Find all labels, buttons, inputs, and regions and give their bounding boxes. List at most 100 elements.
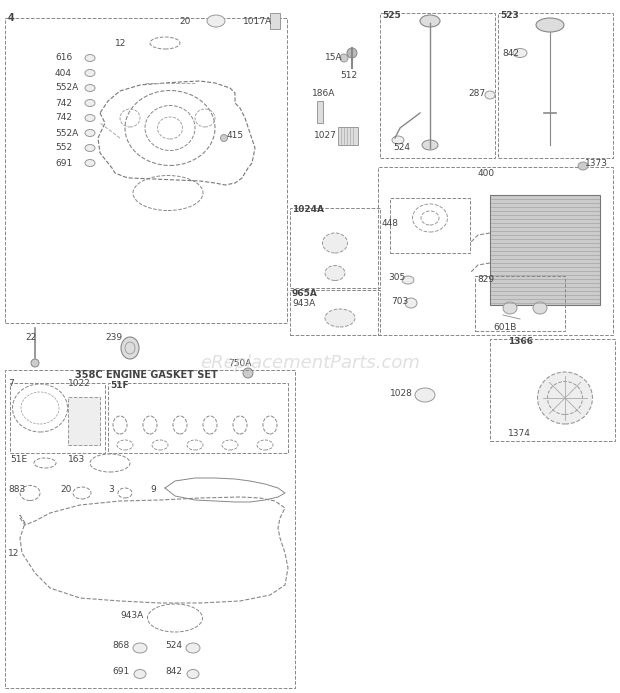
Ellipse shape	[533, 302, 547, 314]
Text: 523: 523	[500, 12, 519, 21]
Bar	[317, 101, 323, 123]
Ellipse shape	[538, 372, 593, 424]
Ellipse shape	[133, 643, 147, 653]
Text: 1027: 1027	[314, 132, 337, 141]
Text: 943A: 943A	[120, 611, 143, 620]
Text: 305: 305	[388, 274, 405, 283]
Text: 51F: 51F	[110, 382, 128, 390]
Ellipse shape	[503, 302, 517, 314]
Bar	[390, 198, 470, 253]
Text: 7: 7	[8, 378, 14, 387]
Bar	[498, 13, 613, 158]
Text: 415: 415	[227, 130, 244, 139]
Ellipse shape	[207, 15, 225, 27]
Circle shape	[347, 48, 357, 58]
Text: 868: 868	[112, 640, 129, 649]
Text: 1366: 1366	[508, 337, 533, 346]
Text: 358C ENGINE GASKET SET: 358C ENGINE GASKET SET	[75, 370, 218, 380]
Ellipse shape	[187, 669, 199, 678]
Circle shape	[221, 134, 228, 141]
Text: 742: 742	[55, 98, 72, 107]
Text: eReplacementParts.com: eReplacementParts.com	[200, 354, 420, 372]
Text: 883: 883	[8, 486, 25, 495]
Ellipse shape	[85, 100, 95, 107]
Text: 239: 239	[105, 333, 122, 342]
Text: 552A: 552A	[55, 128, 78, 137]
Ellipse shape	[186, 643, 200, 653]
Text: 287: 287	[468, 89, 485, 98]
Bar	[290, 208, 380, 288]
Text: 842: 842	[502, 49, 519, 58]
Ellipse shape	[405, 298, 417, 308]
Ellipse shape	[85, 55, 95, 62]
Bar	[68, 397, 100, 445]
Ellipse shape	[513, 49, 527, 58]
Text: 12: 12	[8, 548, 19, 557]
Text: 829: 829	[477, 274, 494, 283]
Text: 1024A: 1024A	[292, 206, 324, 215]
Bar	[380, 13, 495, 158]
Ellipse shape	[325, 309, 355, 327]
Text: 703: 703	[391, 297, 408, 306]
Text: 20: 20	[179, 17, 191, 26]
Text: 1028: 1028	[390, 389, 413, 398]
Text: 943A: 943A	[292, 299, 315, 308]
Text: 22: 22	[25, 333, 36, 342]
Ellipse shape	[121, 337, 139, 359]
Bar	[338, 127, 358, 145]
Text: 1374: 1374	[508, 428, 531, 437]
Circle shape	[340, 54, 348, 62]
Text: 51E: 51E	[10, 455, 27, 464]
Text: 186A: 186A	[312, 89, 335, 98]
Bar	[475, 276, 565, 331]
Ellipse shape	[415, 388, 435, 402]
Text: 4: 4	[8, 13, 15, 23]
Bar	[5, 370, 295, 688]
Ellipse shape	[422, 140, 438, 150]
Ellipse shape	[402, 276, 414, 284]
Ellipse shape	[485, 91, 495, 99]
Ellipse shape	[85, 114, 95, 121]
Ellipse shape	[134, 669, 146, 678]
Text: 965A: 965A	[292, 288, 318, 297]
Text: 750A: 750A	[228, 358, 252, 367]
Text: 524: 524	[393, 143, 410, 152]
Text: 512: 512	[340, 71, 357, 80]
Text: 448: 448	[382, 218, 399, 227]
Circle shape	[31, 359, 39, 367]
Bar	[290, 290, 380, 335]
Ellipse shape	[85, 159, 95, 166]
Ellipse shape	[85, 130, 95, 137]
Text: 616: 616	[55, 53, 73, 62]
Text: 20: 20	[60, 486, 71, 495]
Text: 400: 400	[478, 168, 495, 177]
Bar	[490, 339, 615, 441]
Text: 691: 691	[112, 667, 129, 676]
Text: 1373: 1373	[585, 159, 608, 168]
Bar	[378, 167, 613, 335]
Ellipse shape	[420, 15, 440, 27]
Ellipse shape	[85, 85, 95, 91]
Text: 12: 12	[115, 39, 126, 48]
Text: 601B: 601B	[493, 324, 516, 333]
Text: 9: 9	[150, 486, 156, 495]
Bar	[270, 13, 280, 29]
Ellipse shape	[578, 162, 588, 170]
Text: 742: 742	[55, 114, 72, 123]
Text: 691: 691	[55, 159, 73, 168]
Bar	[108, 383, 288, 453]
Text: 552A: 552A	[55, 83, 78, 92]
Text: 163: 163	[68, 455, 86, 464]
Text: 15A: 15A	[325, 53, 343, 62]
Bar	[490, 195, 600, 305]
Bar	[5, 18, 287, 323]
Text: 404: 404	[55, 69, 72, 78]
Circle shape	[243, 368, 253, 378]
Text: 525: 525	[382, 12, 401, 21]
Ellipse shape	[85, 145, 95, 152]
Text: 552: 552	[55, 143, 72, 152]
Text: 3: 3	[108, 486, 113, 495]
Ellipse shape	[85, 69, 95, 76]
Bar	[10, 383, 105, 453]
Ellipse shape	[392, 136, 404, 144]
